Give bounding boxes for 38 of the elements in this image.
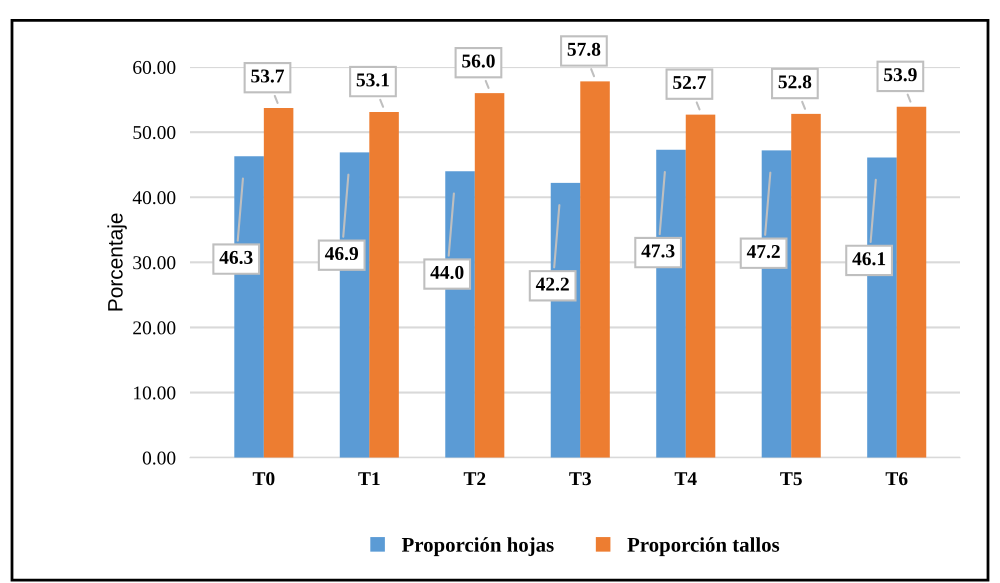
bar bbox=[580, 81, 610, 458]
y-tick-label: 60.00 bbox=[133, 60, 176, 74]
x-tick-label: T4 bbox=[674, 472, 697, 486]
data-label: 53.7 bbox=[251, 69, 284, 83]
data-label: 53.9 bbox=[884, 68, 917, 82]
data-label: 44.0 bbox=[430, 266, 464, 280]
x-tick-label: T6 bbox=[886, 472, 908, 486]
data-label: 53.1 bbox=[356, 73, 389, 87]
bar bbox=[474, 93, 504, 458]
y-tick-label: 40.00 bbox=[132, 191, 176, 204]
x-tick-label: T2 bbox=[464, 472, 486, 486]
data-label: 47.3 bbox=[641, 244, 674, 258]
legend-label: Proporción hojas bbox=[402, 537, 554, 556]
data-label: 46.9 bbox=[324, 246, 358, 260]
bar bbox=[686, 114, 716, 458]
y-tick-label: 20.00 bbox=[133, 321, 176, 334]
bar bbox=[264, 108, 294, 458]
bar bbox=[896, 106, 926, 458]
data-label: 52.7 bbox=[673, 76, 706, 90]
data-label: 52.8 bbox=[778, 75, 812, 88]
legend-label: Proporción tallos bbox=[627, 537, 780, 556]
data-label: 46.3 bbox=[219, 250, 253, 264]
data-label: 46.1 bbox=[852, 252, 886, 266]
x-tick-label: T0 bbox=[252, 472, 274, 486]
y-tick-label: 10.00 bbox=[134, 386, 176, 400]
data-label: 56.0 bbox=[462, 54, 495, 68]
y-tick-label: 30.00 bbox=[133, 256, 176, 270]
data-label: 57.8 bbox=[568, 42, 600, 56]
x-tick-label: T3 bbox=[569, 472, 591, 486]
x-tick-label: T1 bbox=[358, 472, 380, 486]
y-tick-label: 50.00 bbox=[133, 126, 176, 140]
x-tick-label: T5 bbox=[780, 472, 802, 486]
data-label: 47.2 bbox=[746, 245, 780, 258]
bar bbox=[791, 114, 821, 458]
y-axis-title: Porcentaje bbox=[107, 213, 127, 310]
data-label: 42.2 bbox=[536, 278, 569, 291]
y-tick-label: 0.00 bbox=[142, 451, 176, 465]
bar bbox=[369, 112, 399, 458]
